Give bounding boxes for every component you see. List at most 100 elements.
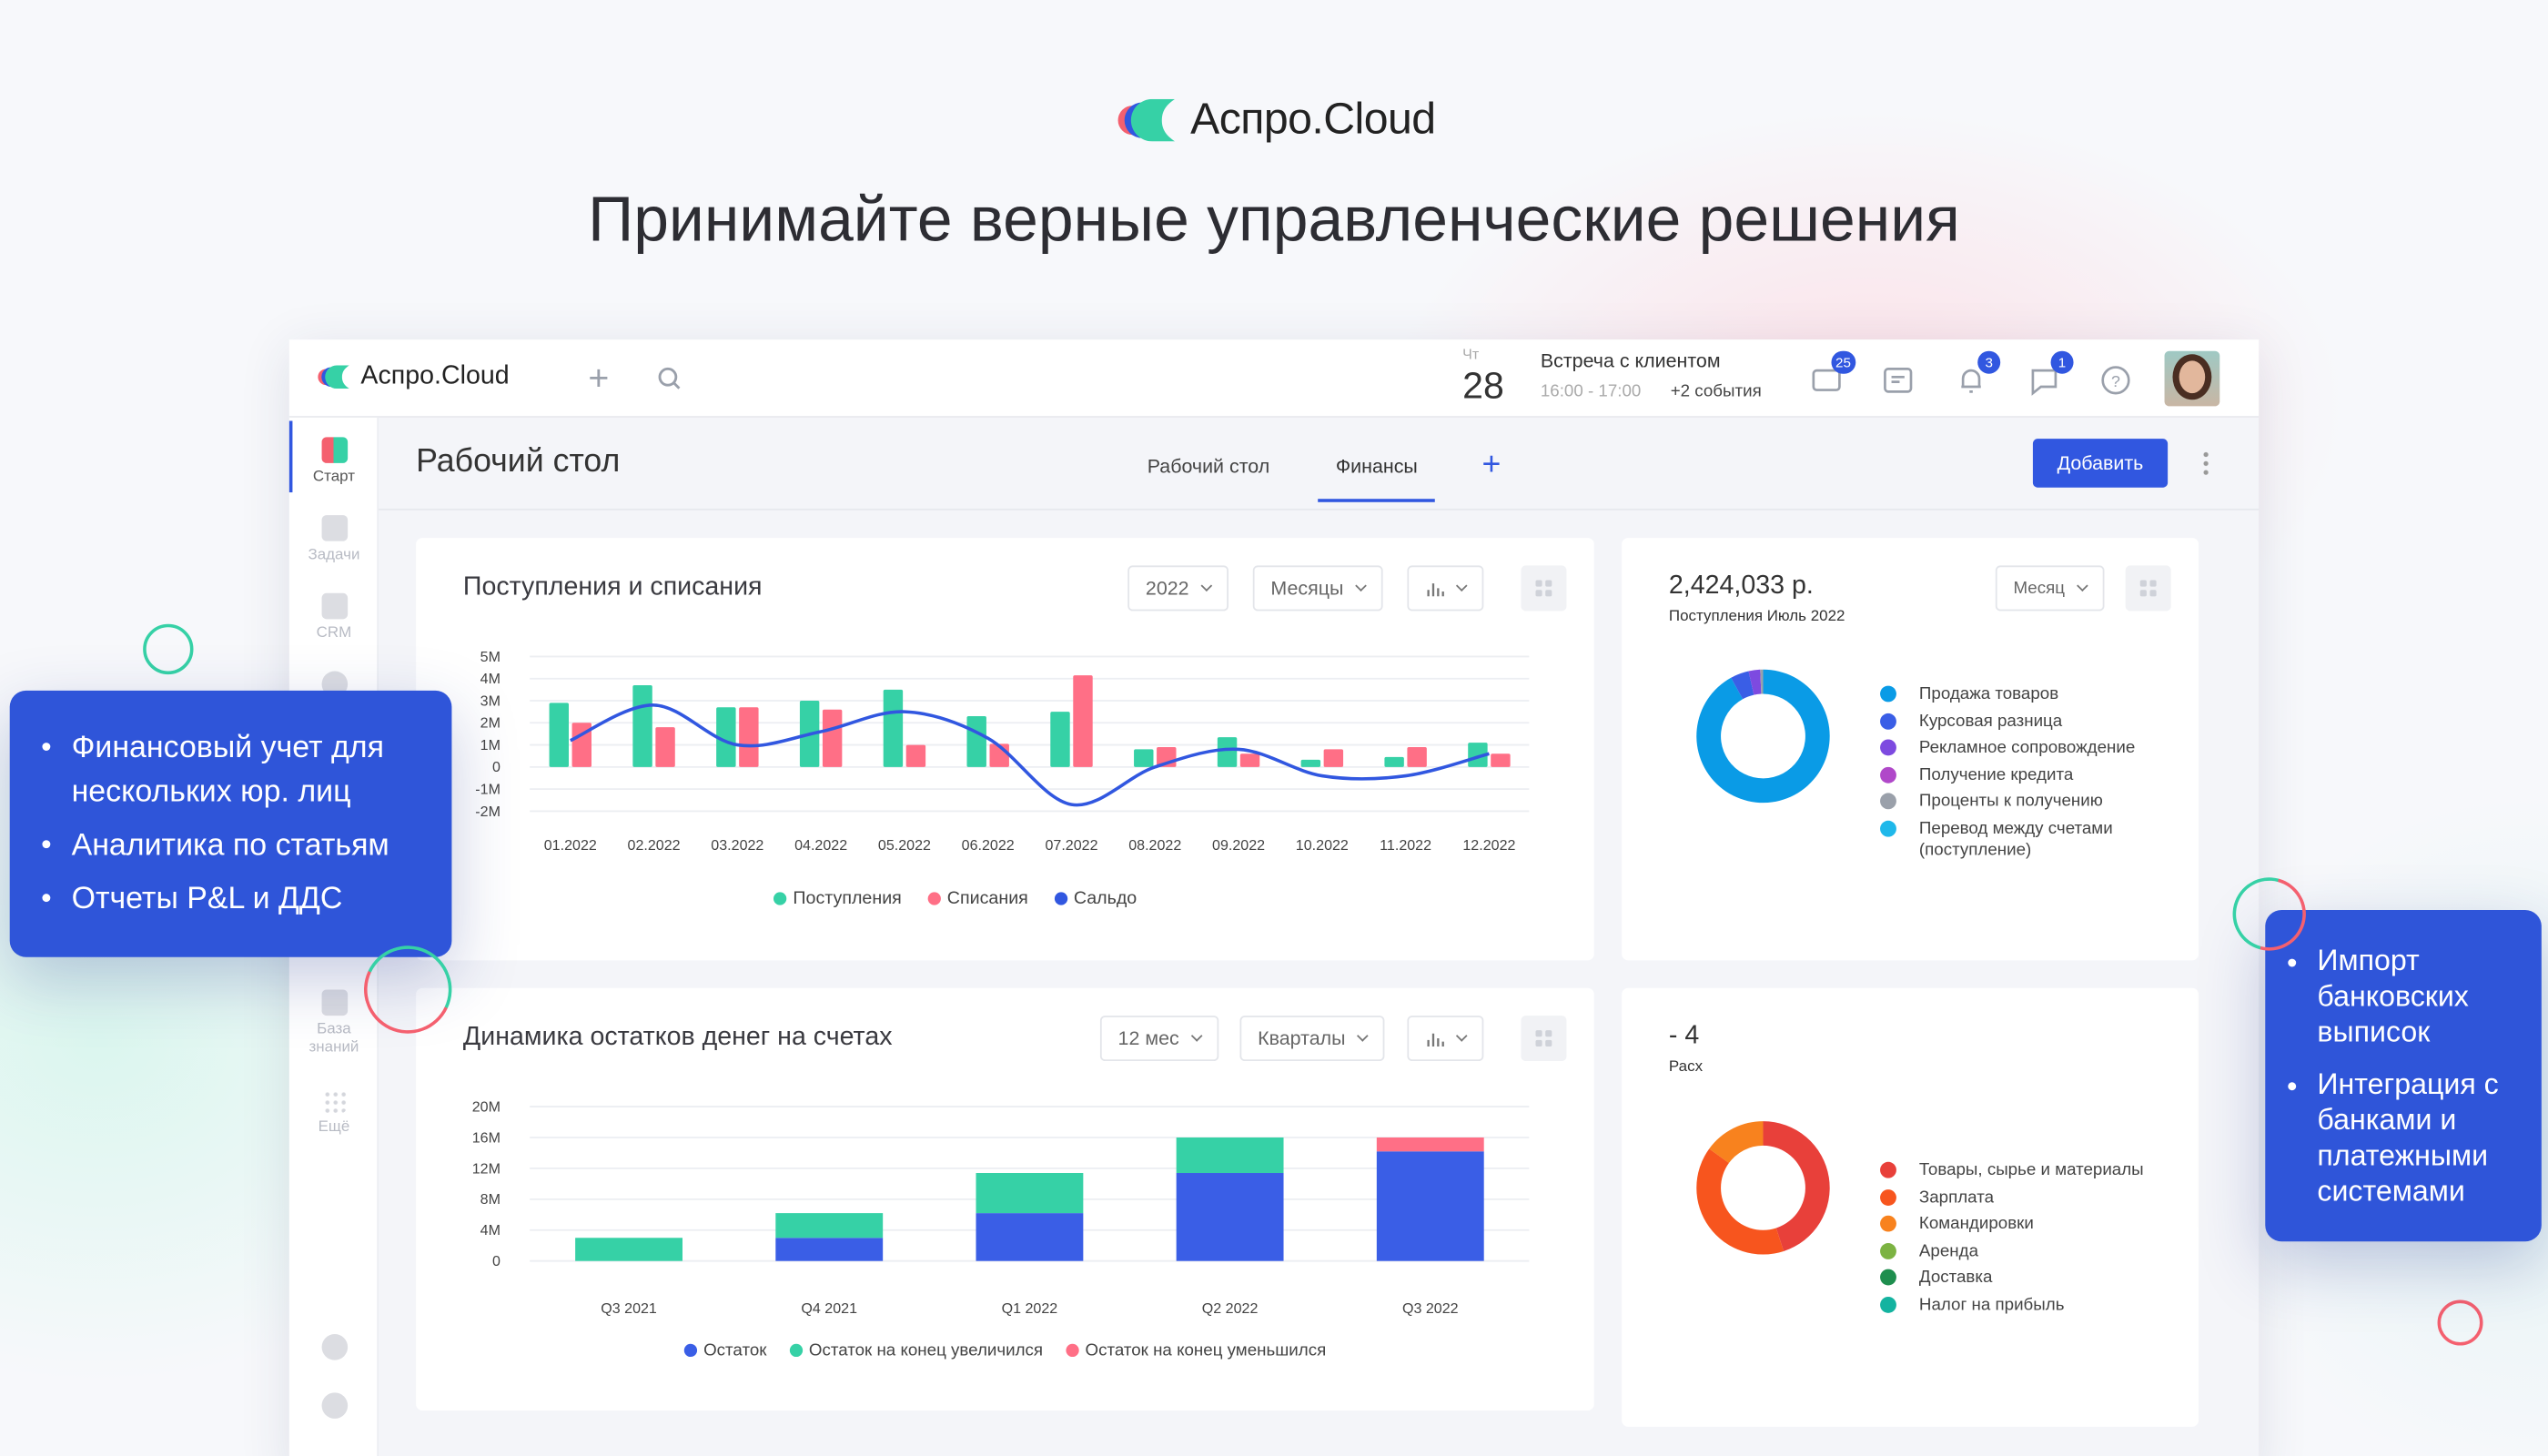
drag-handle-icon[interactable] bbox=[1521, 565, 1567, 612]
sidebar-item-start[interactable]: Старт bbox=[289, 437, 379, 486]
drag-handle-icon[interactable] bbox=[2125, 565, 2171, 612]
bar-income bbox=[1384, 756, 1404, 767]
x-tick-label: Q4 2021 bbox=[801, 1300, 857, 1317]
tab-desktop[interactable]: Рабочий стол bbox=[1147, 454, 1270, 478]
search-icon[interactable] bbox=[656, 366, 682, 392]
bar-expense bbox=[1407, 746, 1427, 767]
y-tick-label: 0 bbox=[492, 1253, 500, 1269]
legend-dot bbox=[1880, 765, 1896, 783]
sidebar-item-crm[interactable]: CRM bbox=[289, 592, 379, 642]
legend-item[interactable]: Курсовая разница bbox=[1880, 711, 2157, 732]
bar-income bbox=[883, 689, 904, 767]
sidebar-item-pinned[interactable] bbox=[289, 1334, 379, 1365]
stacked-bar-segment bbox=[1176, 1173, 1284, 1261]
period-select[interactable]: Месяцы bbox=[1252, 565, 1383, 612]
y-tick-label: 4M bbox=[480, 1222, 500, 1239]
sidebar-item-knowledge-base[interactable]: База знаний bbox=[289, 989, 379, 1057]
legend-item[interactable]: Остаток на конец увеличился bbox=[789, 1340, 1043, 1360]
y-tick-label: 5M bbox=[480, 649, 500, 665]
donut-slice bbox=[1748, 669, 1762, 695]
add-button[interactable]: Добавить bbox=[2032, 439, 2169, 488]
y-tick-label: -1M bbox=[475, 781, 500, 797]
drag-handle-icon[interactable] bbox=[1521, 1016, 1567, 1062]
bar-expense bbox=[655, 727, 675, 767]
user-avatar[interactable] bbox=[2164, 350, 2220, 407]
legend-item[interactable]: Проценты к получению bbox=[1880, 792, 2157, 813]
legend-item[interactable]: Перевод между счетами (поступление) bbox=[1880, 818, 2157, 860]
legend-dot bbox=[773, 892, 787, 905]
legend-label: Остаток на конец увеличился bbox=[808, 1340, 1044, 1360]
tab-finance[interactable]: Финансы bbox=[1318, 455, 1436, 502]
legend-label: Рекламное сопровождение bbox=[1918, 737, 2136, 758]
legend-item[interactable]: Аренда bbox=[1880, 1240, 2157, 1261]
legend-item[interactable]: Товары, сырье и материалы bbox=[1880, 1160, 2157, 1181]
legend-item[interactable]: Продажа товаров bbox=[1880, 684, 2157, 705]
bar-income bbox=[632, 684, 652, 767]
stacked-bar-segment bbox=[1376, 1137, 1484, 1152]
x-tick-label: 09.2022 bbox=[1212, 837, 1265, 854]
sidebar-item-more[interactable]: Ещё bbox=[289, 1090, 379, 1136]
bar-expense bbox=[905, 744, 926, 767]
balances-chart: 20M 16M 12M 8M 4M 0 Q3 2021 Q4 2021 Q1 2022 Q2 20… bbox=[472, 1098, 1530, 1317]
legend-item[interactable]: Остаток bbox=[683, 1340, 767, 1360]
donut-slice bbox=[1760, 669, 1764, 694]
legend-item[interactable]: Командировки bbox=[1880, 1214, 2157, 1235]
brand-name: Аспро.Cloud bbox=[1190, 94, 1436, 144]
bar-expense bbox=[1491, 753, 1511, 767]
calendar-day[interactable]: 28 bbox=[1462, 363, 1504, 407]
legend-label: Остаток bbox=[703, 1340, 767, 1360]
legend-label: Налог на прибыль bbox=[1918, 1294, 2065, 1314]
legend-item[interactable]: Получение кредита bbox=[1880, 764, 2157, 785]
legend-item[interactable]: Сальдо bbox=[1054, 889, 1137, 908]
range-select[interactable]: 12 мес bbox=[1099, 1016, 1218, 1062]
add-tab-plus-icon[interactable]: + bbox=[1481, 447, 1502, 483]
grouping-select[interactable]: Кварталы bbox=[1239, 1016, 1385, 1062]
messages-button[interactable]: 1 bbox=[2028, 350, 2074, 397]
donut-slice bbox=[1709, 1121, 1764, 1164]
grid-icon bbox=[322, 1090, 346, 1114]
stacked-bar-segment bbox=[976, 1213, 1084, 1261]
legend-dot bbox=[1880, 1269, 1896, 1286]
y-tick-label: 16M bbox=[472, 1129, 500, 1146]
create-plus-icon[interactable]: + bbox=[588, 357, 610, 399]
app-logo[interactable]: Аспро.Cloud bbox=[315, 362, 510, 391]
legend-item[interactable]: Поступления bbox=[773, 889, 902, 908]
legend-item[interactable]: Доставка bbox=[1880, 1268, 2157, 1289]
notifications-button[interactable]: 3 bbox=[1955, 350, 2001, 397]
chart-type-select[interactable] bbox=[1407, 1016, 1484, 1062]
mail-button[interactable]: 25 bbox=[1810, 350, 1856, 397]
more-options-icon[interactable] bbox=[2203, 450, 2209, 477]
calendar-more-events[interactable]: +2 события bbox=[1670, 381, 1762, 402]
sidebar-item-tasks[interactable]: Задачи bbox=[289, 515, 379, 564]
legend-dot bbox=[1054, 892, 1067, 905]
notes-icon bbox=[1884, 368, 1913, 393]
legend-item[interactable]: Зарплата bbox=[1880, 1187, 2157, 1208]
legend-dot bbox=[1880, 685, 1896, 703]
month-select[interactable]: Месяц bbox=[1995, 565, 2104, 612]
donut-slice bbox=[1696, 669, 1830, 804]
legend-item[interactable]: Списания bbox=[927, 889, 1028, 908]
stacked-bar-segment bbox=[775, 1238, 884, 1261]
chat-icon bbox=[2031, 369, 2058, 396]
legend-item[interactable]: Рекламное сопровождение bbox=[1880, 738, 2157, 759]
notes-button[interactable] bbox=[1882, 364, 1915, 397]
features-callout-right: Импорт банковских выписок Интеграция с б… bbox=[2265, 909, 2542, 1242]
income-subtitle: Поступления Июль 2022 bbox=[1668, 607, 1845, 626]
chevron-down-icon bbox=[1455, 1030, 1468, 1042]
year-select[interactable]: 2022 bbox=[1127, 565, 1228, 612]
chart-legend: Поступления Списания Сальдо bbox=[773, 889, 1137, 908]
legend-item[interactable]: Налог на прибыль bbox=[1880, 1294, 2157, 1315]
legend-label: Курсовая разница bbox=[1918, 711, 2063, 731]
chevron-down-icon bbox=[1354, 580, 1367, 592]
legend-dot bbox=[1880, 1242, 1896, 1259]
chart-type-select[interactable] bbox=[1407, 565, 1484, 612]
sidebar-item-settings[interactable] bbox=[289, 1392, 379, 1423]
legend-item[interactable]: Остаток на конец уменьшился bbox=[1066, 1340, 1326, 1360]
y-tick-label: -2M bbox=[475, 804, 500, 820]
x-tick-label: 01.2022 bbox=[544, 837, 597, 854]
sidebar-item-label: Старт bbox=[312, 468, 356, 486]
y-tick-label: 20M bbox=[472, 1098, 500, 1115]
mail-badge: 25 bbox=[1830, 350, 1856, 374]
help-button[interactable]: ? bbox=[2099, 364, 2132, 397]
calendar-event[interactable]: Встреча с клиентом bbox=[1540, 349, 1721, 372]
